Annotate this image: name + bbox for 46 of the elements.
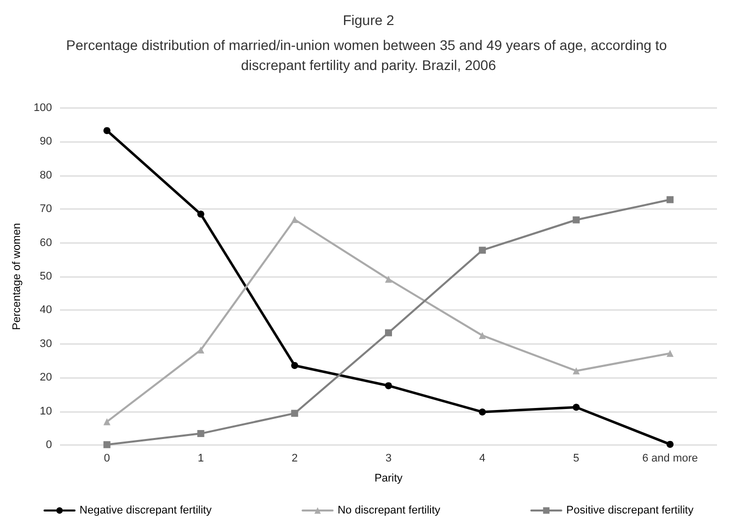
point xyxy=(572,404,580,411)
chart-subtitle: Percentage distribution of married/in-union women between 35 and 49 years of age, according to discrepant fertility and parity. Brazil, 2006 xyxy=(66,37,671,73)
y-tick-label: 30 xyxy=(40,338,52,350)
y-tick-label: 70 xyxy=(40,203,52,216)
point xyxy=(478,332,486,339)
legend-label: Negative discrepant fertility xyxy=(80,504,212,516)
point xyxy=(572,367,580,374)
y-tick-label: 50 xyxy=(40,270,52,282)
point xyxy=(291,410,298,417)
x-tick-label: 1 xyxy=(198,452,204,464)
y-tick-label: 10 xyxy=(40,405,52,418)
point xyxy=(666,196,674,204)
point xyxy=(385,276,392,283)
point xyxy=(197,430,204,438)
y-tick-label: 90 xyxy=(40,136,52,148)
y-axis-title: Percentage of women xyxy=(11,222,24,330)
point xyxy=(478,408,486,416)
point xyxy=(103,441,110,448)
x-tick-label: 0 xyxy=(104,452,110,464)
point xyxy=(385,382,392,390)
point xyxy=(197,346,204,354)
y-tick-label: 100 xyxy=(34,102,52,114)
point xyxy=(291,362,298,369)
point xyxy=(666,440,674,448)
point xyxy=(103,127,110,134)
point xyxy=(478,246,486,254)
legend-label: Positive discrepant fertility xyxy=(566,504,694,516)
x-tick-label: 3 xyxy=(385,452,392,464)
point xyxy=(291,216,298,224)
point xyxy=(197,210,204,218)
legend-label: No discrepant fertility xyxy=(338,504,441,516)
point xyxy=(572,216,580,224)
chart-title: Figure 2 xyxy=(342,12,394,28)
y-tick-label: 80 xyxy=(40,169,52,182)
y-tick-label: 60 xyxy=(40,236,52,249)
x-tick-label: 2 xyxy=(292,452,298,464)
point xyxy=(385,329,392,336)
y-tick-label: 20 xyxy=(40,372,52,384)
x-tick-label: 6 and more xyxy=(642,452,698,464)
x-tick-label: 4 xyxy=(479,452,486,464)
y-tick-label: 0 xyxy=(46,439,52,451)
x-axis-title: Parity xyxy=(374,472,404,484)
y-tick-label: 40 xyxy=(40,304,52,316)
point xyxy=(666,350,674,357)
point xyxy=(103,418,110,426)
x-tick-label: 5 xyxy=(573,452,580,464)
